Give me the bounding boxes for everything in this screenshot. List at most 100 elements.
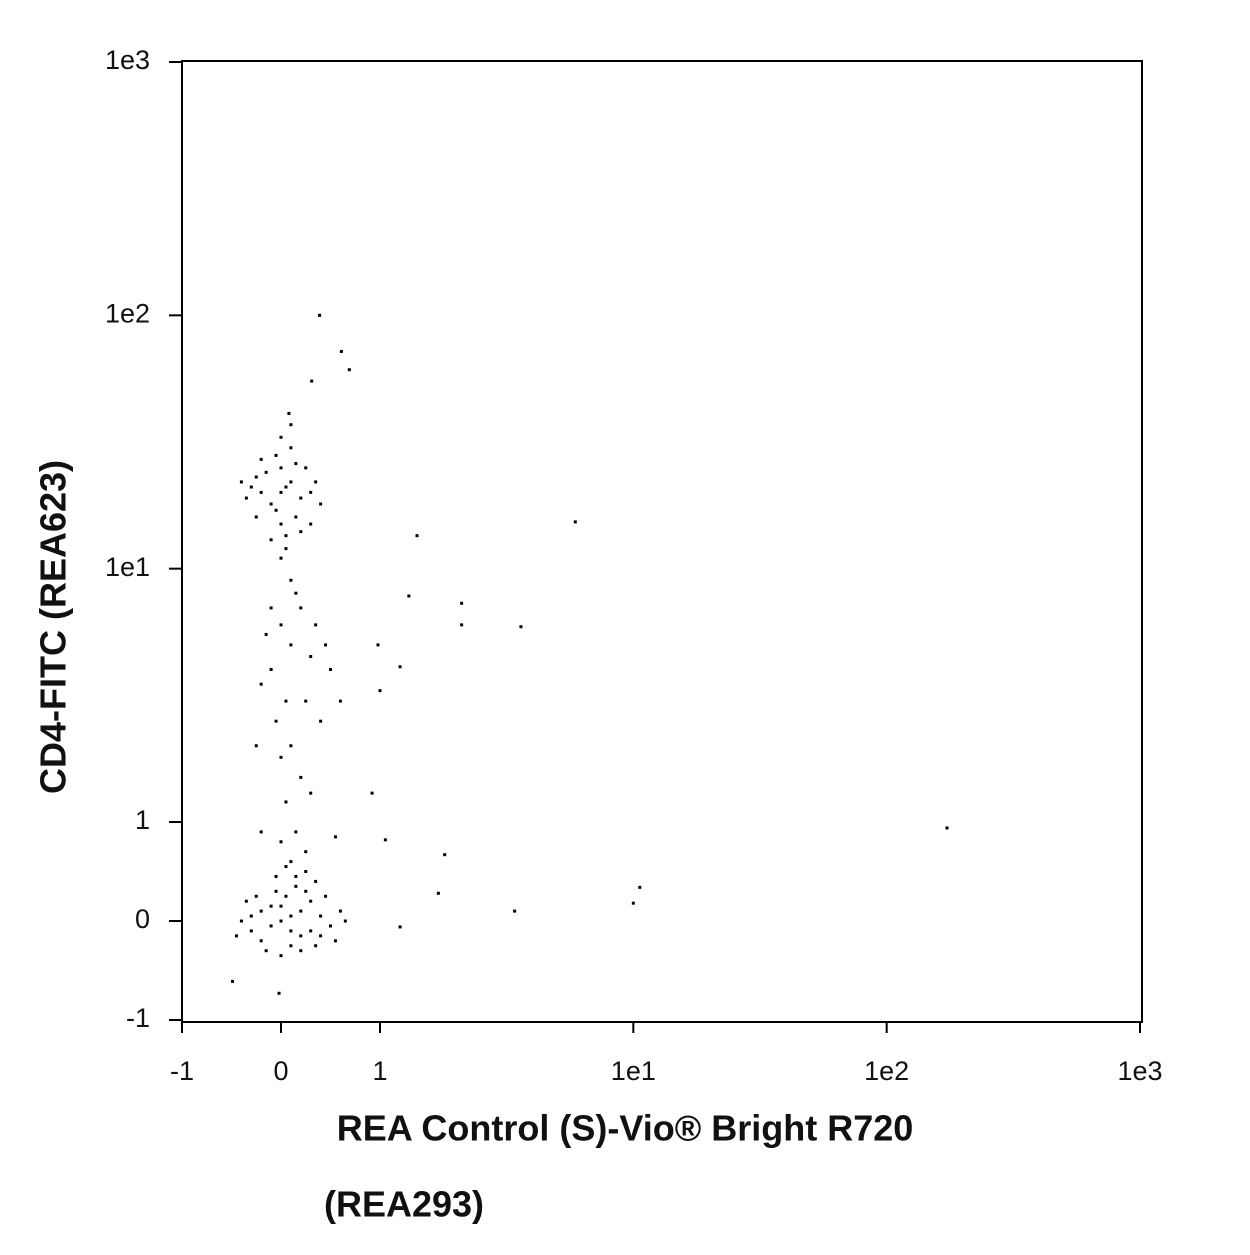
data-point [329, 924, 332, 928]
data-point [289, 929, 293, 933]
data-point [289, 423, 293, 427]
data-point [324, 643, 328, 647]
data-point [370, 791, 374, 795]
data-point [279, 522, 283, 526]
data-point [304, 466, 308, 470]
data-point [294, 462, 298, 466]
data-point [319, 914, 323, 918]
data-point [284, 699, 288, 703]
x-tick-label: 0 [273, 1056, 288, 1086]
y-tick-label: 1e2 [105, 298, 150, 328]
data-point [287, 411, 291, 415]
data-point [309, 929, 313, 933]
x-axis-title: (REA293) [324, 1184, 484, 1225]
data-point [289, 643, 293, 647]
data-point [631, 901, 635, 905]
data-point [383, 838, 387, 842]
y-tick-label: 1e3 [105, 45, 150, 75]
data-point [279, 435, 283, 439]
data-point [638, 885, 642, 889]
data-point [573, 520, 577, 524]
data-point [279, 755, 283, 759]
data-point [309, 899, 313, 903]
data-point [304, 699, 308, 703]
data-point [259, 909, 263, 913]
data-point [244, 496, 248, 500]
data-point [279, 904, 283, 908]
data-point [314, 623, 318, 627]
data-point [415, 534, 419, 538]
data-point [289, 944, 293, 948]
x-tick-label: -1 [170, 1056, 194, 1086]
y-tick-label: -1 [126, 1003, 150, 1033]
data-point [234, 934, 238, 938]
data-point [324, 894, 328, 898]
data-point [259, 457, 263, 461]
data-point [304, 889, 308, 893]
data-point [309, 522, 313, 526]
data-point [294, 830, 298, 834]
data-point [239, 919, 243, 923]
data-point [289, 578, 293, 582]
data-point [460, 623, 464, 627]
data-point [284, 865, 288, 869]
x-tick-label: 1 [372, 1056, 387, 1086]
data-point [259, 830, 263, 834]
data-point [249, 914, 253, 918]
data-point [269, 606, 273, 610]
x-tick-label: 1e2 [864, 1056, 909, 1086]
data-point [338, 909, 342, 913]
data-point [264, 632, 268, 636]
data-point [264, 470, 268, 474]
data-point [230, 979, 234, 983]
data-point [249, 929, 253, 933]
y-tick-label: 0 [135, 904, 150, 934]
x-tick-label: 1e3 [1117, 1056, 1162, 1086]
data-point [398, 665, 402, 669]
data-point [309, 490, 313, 494]
data-point [945, 826, 949, 830]
data-point [436, 891, 440, 895]
data-point [274, 719, 278, 723]
data-point [299, 775, 303, 779]
data-point [277, 991, 281, 995]
data-point [333, 835, 337, 839]
data-point [254, 515, 258, 519]
data-point [314, 879, 318, 883]
data-point [319, 502, 323, 506]
data-point [269, 667, 273, 671]
data-point [376, 643, 380, 647]
data-point [294, 884, 298, 888]
data-point [244, 899, 248, 903]
data-point [339, 349, 343, 353]
data-point [239, 480, 243, 484]
data-point [310, 379, 314, 383]
data-point [347, 368, 351, 372]
data-point [329, 667, 332, 671]
data-point [284, 894, 288, 898]
data-point [254, 475, 258, 479]
data-point [318, 313, 322, 317]
data-point [279, 490, 283, 494]
data-point [254, 744, 258, 748]
data-point [314, 480, 318, 484]
data-point [284, 485, 288, 489]
data-point [284, 534, 288, 538]
data-point [338, 699, 342, 703]
data-point [304, 870, 308, 873]
data-point [294, 591, 298, 595]
data-point [319, 934, 323, 938]
data-point [269, 904, 273, 908]
data-point [279, 466, 283, 470]
data-point [299, 496, 303, 500]
data-point [269, 502, 273, 506]
y-tick-label: 1e1 [105, 552, 150, 582]
data-point [309, 655, 313, 659]
data-point [460, 601, 464, 605]
data-point [299, 909, 303, 913]
data-point [513, 909, 517, 913]
data-point [519, 625, 523, 629]
data-point [319, 719, 323, 723]
data-point [443, 853, 447, 857]
